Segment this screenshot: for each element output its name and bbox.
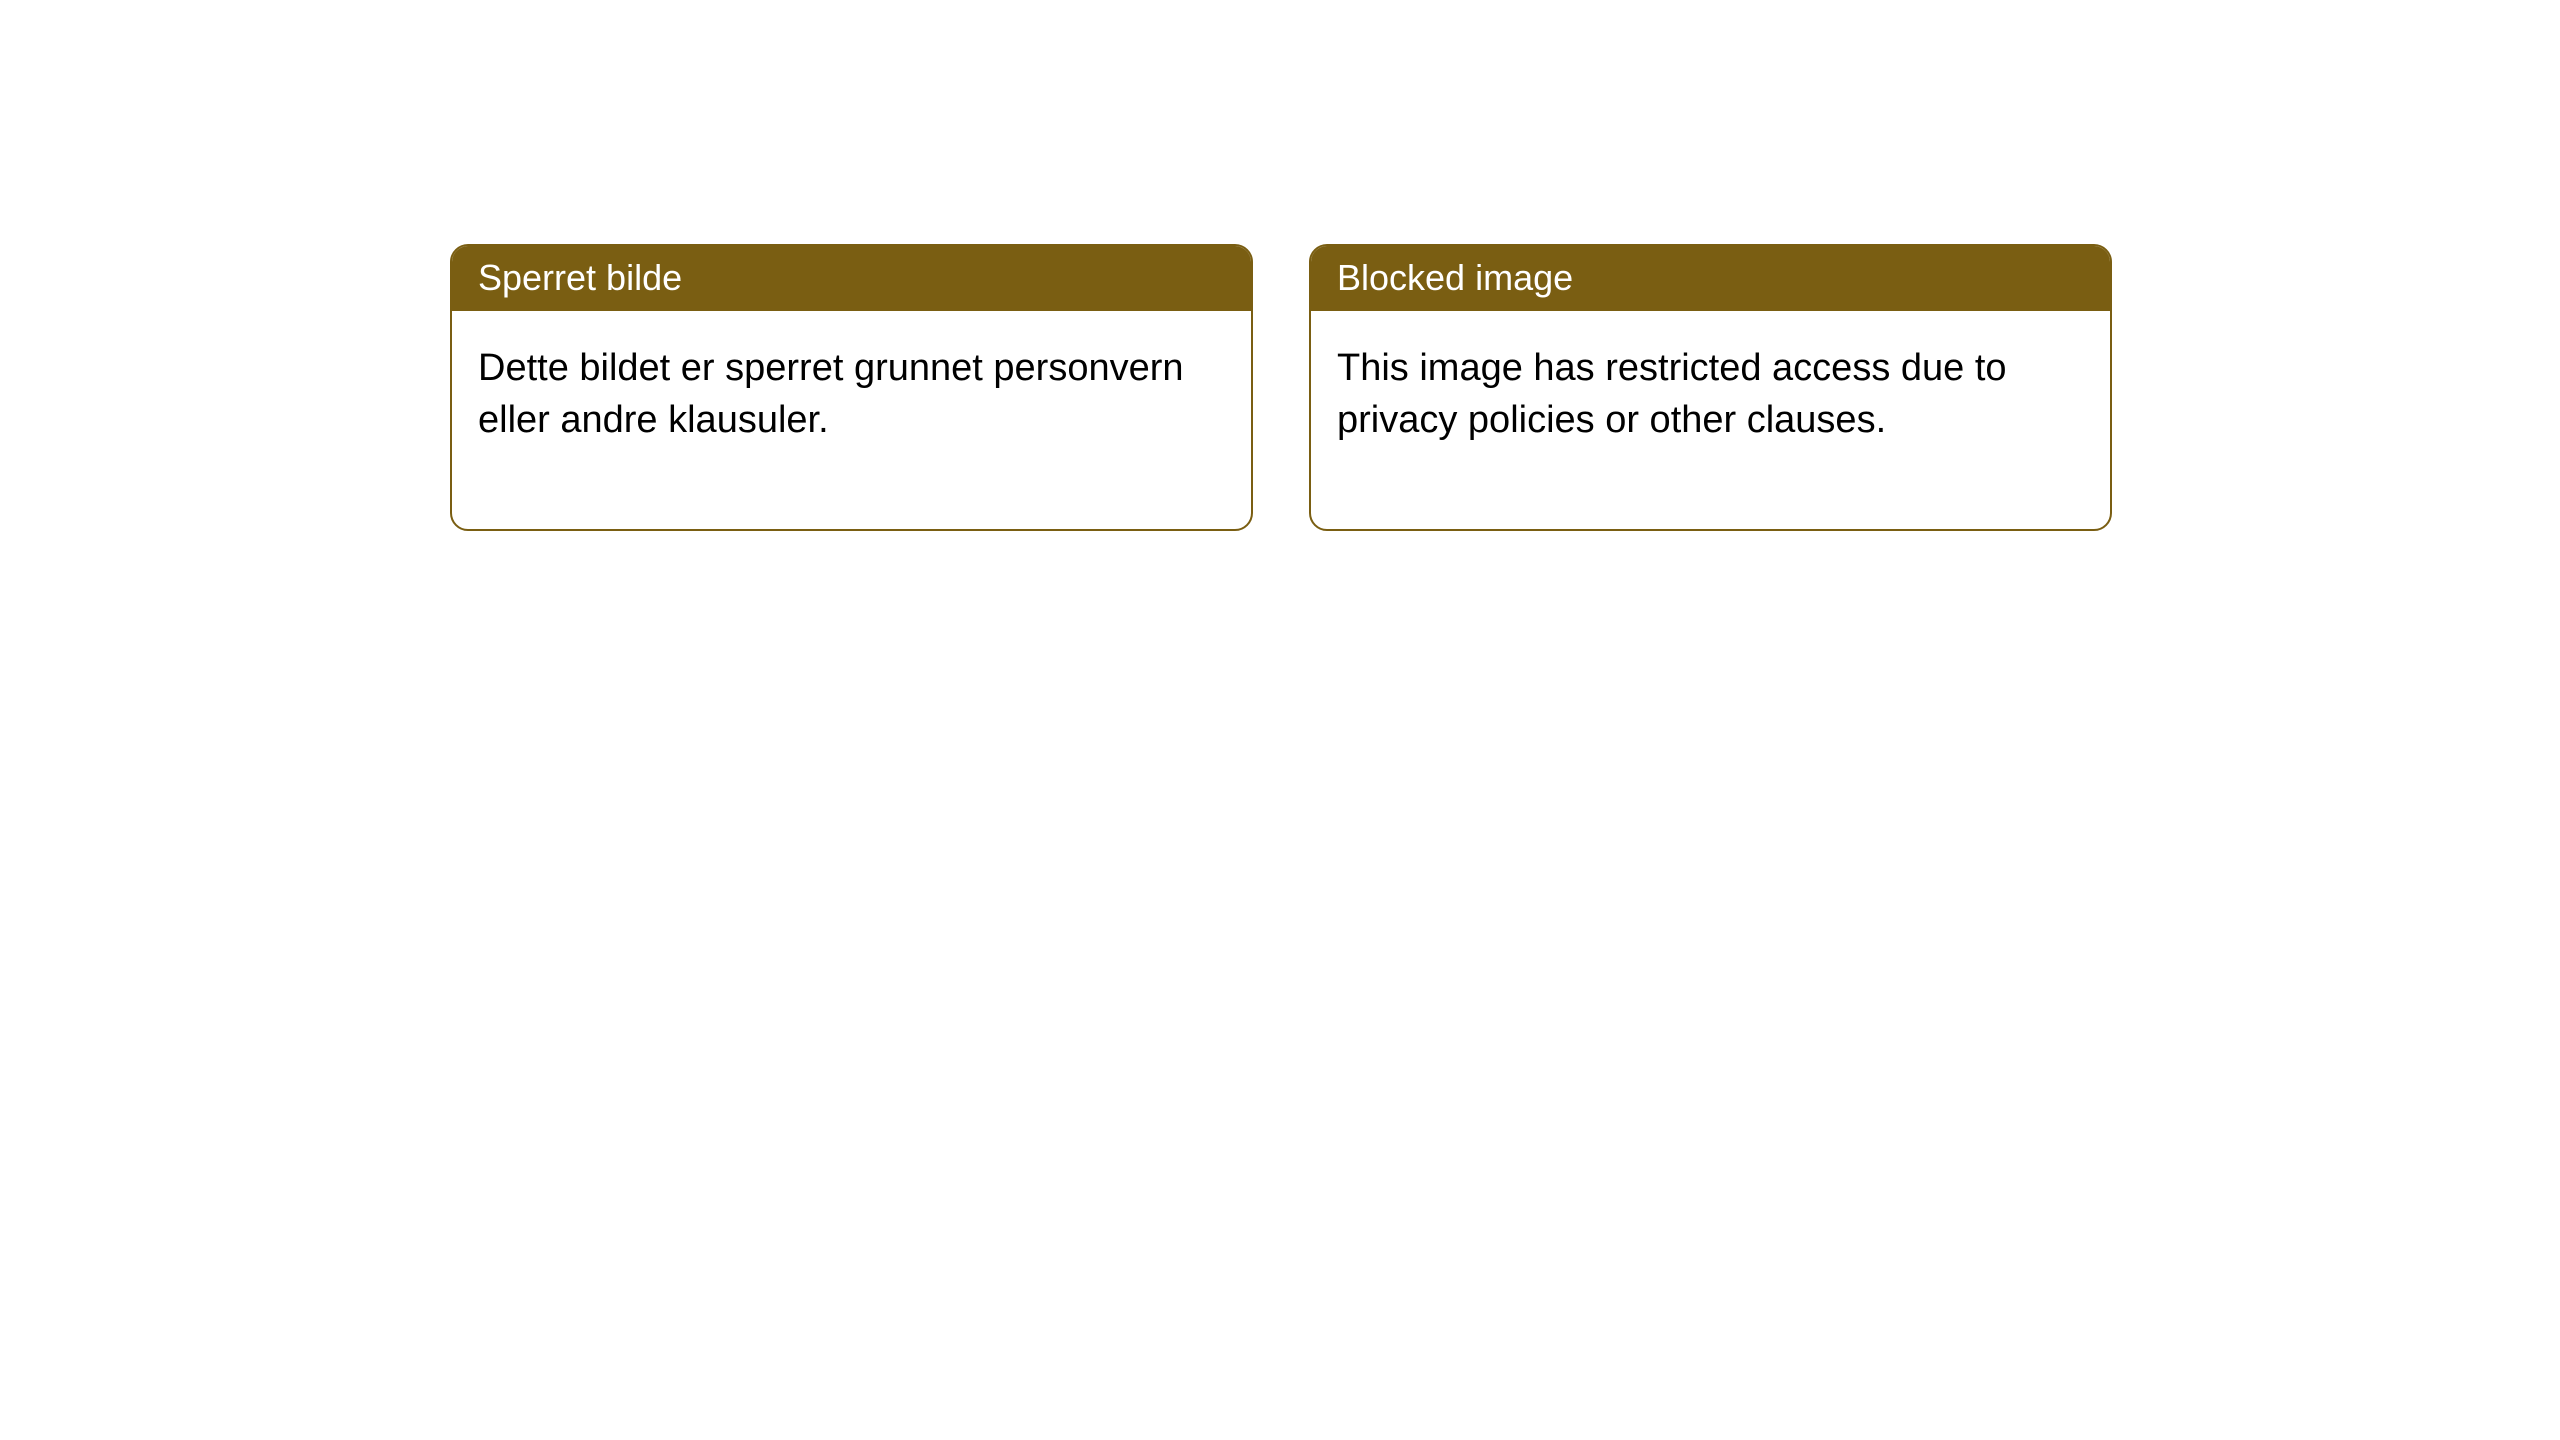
notice-body-no: Dette bildet er sperret grunnet personve… [452, 311, 1251, 529]
notice-box-en: Blocked image This image has restricted … [1309, 244, 2112, 531]
notice-header-no: Sperret bilde [452, 246, 1251, 311]
notice-box-no: Sperret bilde Dette bildet er sperret gr… [450, 244, 1253, 531]
notice-body-en: This image has restricted access due to … [1311, 311, 2110, 529]
notice-header-en: Blocked image [1311, 246, 2110, 311]
notice-container: Sperret bilde Dette bildet er sperret gr… [0, 0, 2560, 531]
